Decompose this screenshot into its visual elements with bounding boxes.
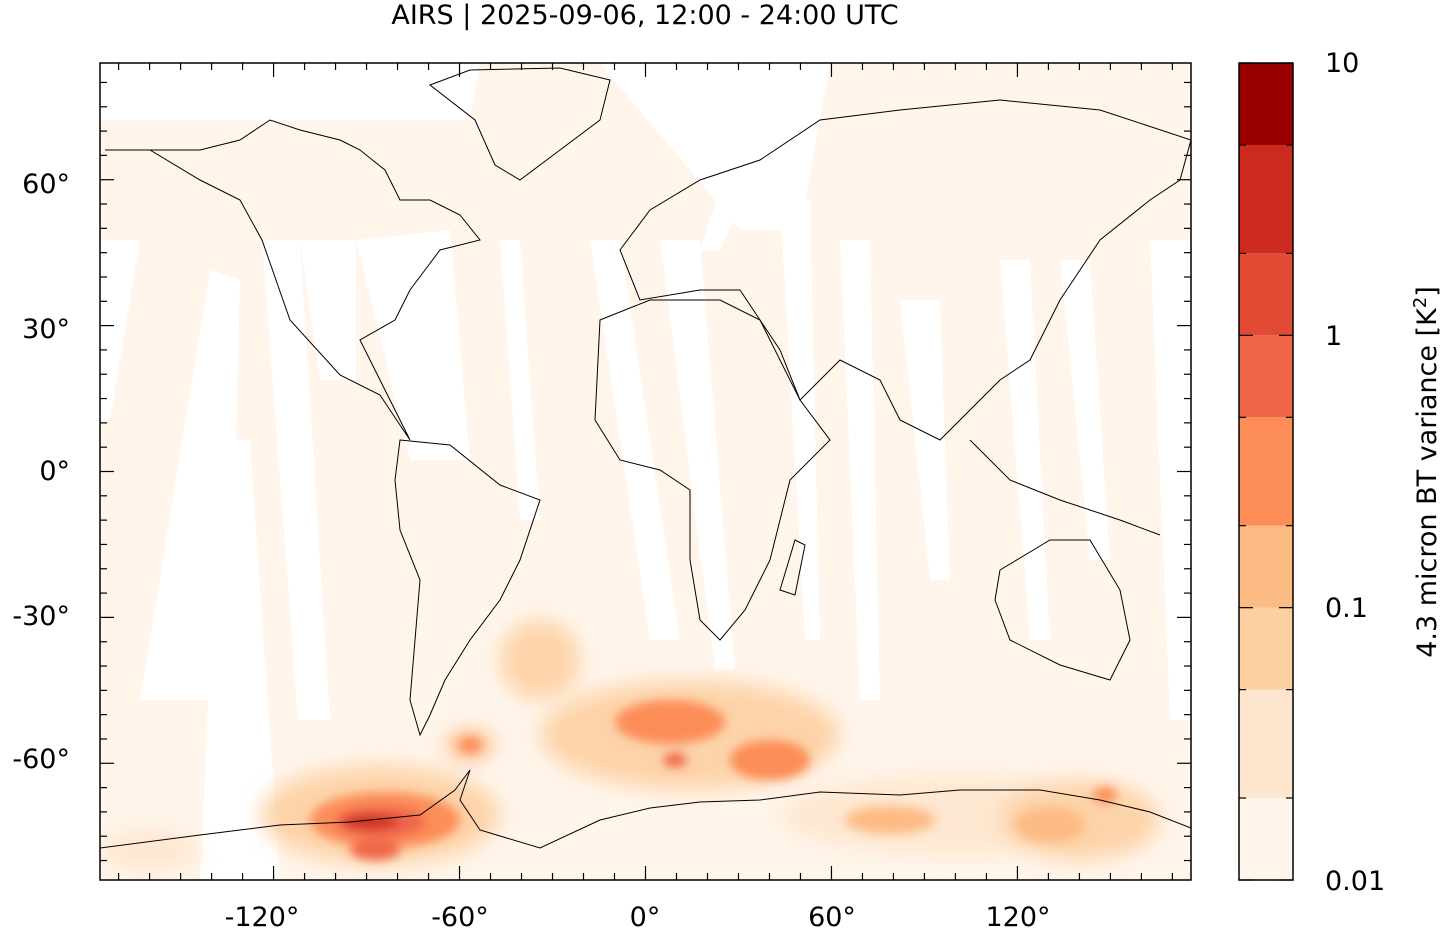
colorbar-label-close: ] [1412,286,1442,297]
x-tick-label: 0° [630,902,661,930]
coast-australia [994,539,1131,681]
colorbar-band [1239,798,1293,880]
coastlines [100,67,1191,849]
colorbar-tick-label: 0.1 [1325,593,1368,624]
colorbar-tick-label: 10 [1325,48,1359,79]
y-tick-label: -60° [12,744,70,775]
x-tick-labels: -120° -60° 0° 60° 120° [225,902,1051,930]
colorbar-tick-label: 1 [1325,321,1342,352]
variance-field [100,620,1160,870]
colorbar-band [1239,417,1293,526]
coast-south-america [394,439,541,737]
x-tick-label: -60° [431,902,489,930]
colorbar-band [1239,607,1293,690]
colorbar-bands [1239,63,1293,880]
colorbar-label-main: 4.3 micron BT variance [K [1412,307,1442,658]
swath-gaps [100,63,1191,880]
colorbar-band [1239,335,1293,418]
x-tick-label: 60° [808,902,856,930]
coast-north-america [105,119,481,441]
colorbar-frame [1238,62,1294,881]
coast-madagascar [779,539,806,596]
colorbar-band [1239,253,1293,336]
x-tick-label: 120° [985,902,1050,930]
y-tick-label: 60° [22,169,70,200]
y-tick-labels: 60° 30° 0° -30° -60° [12,169,70,775]
x-tick-label: -120° [225,902,300,930]
coast-antarctica [100,769,1191,849]
colorbar-band [1239,689,1293,799]
coast-africa [594,299,831,641]
coast-europe-asia [619,99,1191,441]
map-ticks [100,63,1191,880]
colorbar-ticks [1239,62,1293,881]
y-tick-label: 30° [22,314,70,345]
colorbar: 10 1 0.1 0.01 4.3 micron BT variance [K2… [1238,48,1442,897]
y-tick-label: 0° [39,456,70,487]
colorbar-band [1239,144,1293,254]
coast-greenland [428,67,611,181]
coast-indonesia [969,439,1161,536]
y-tick-label: -30° [12,601,70,632]
colorbar-label: 4.3 micron BT variance [K2] [1410,286,1442,658]
colorbar-label-sup: 2 [1410,297,1431,308]
map-panel [99,62,1192,881]
colorbar-band [1239,525,1293,608]
figure-title: AIRS | 2025-09-06, 12:00 - 24:00 UTC [391,0,898,31]
colorbar-band [1239,63,1293,145]
colorbar-tick-label: 0.01 [1325,866,1385,897]
